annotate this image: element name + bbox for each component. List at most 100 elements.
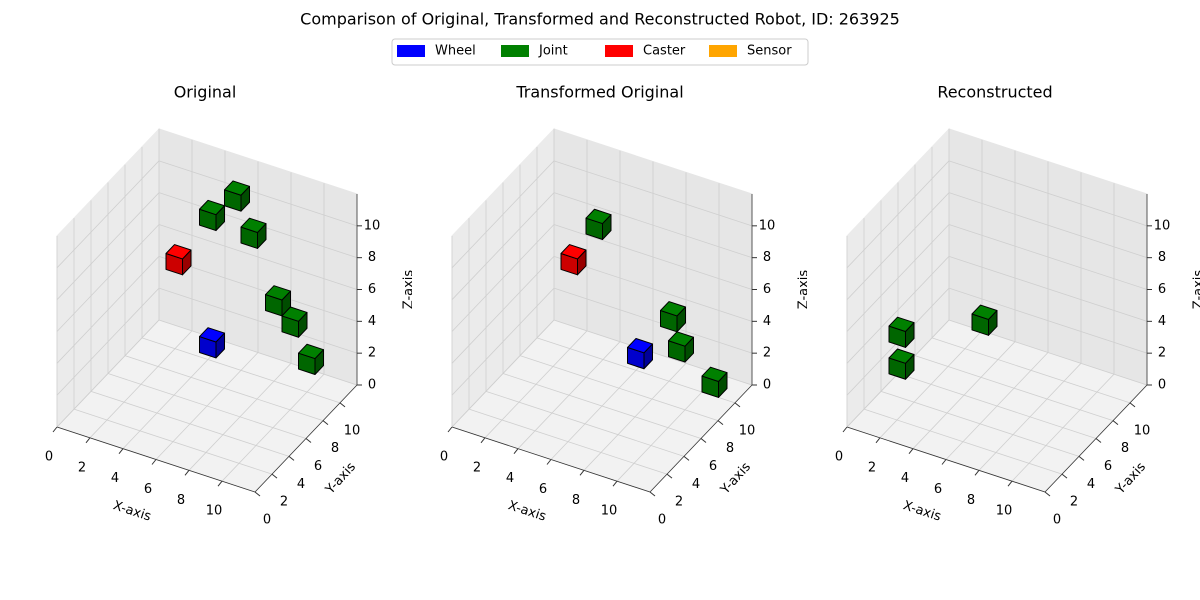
- grid-line: [451, 160, 555, 269]
- x-tick-label: 8: [177, 493, 185, 508]
- y-tick-label: 4: [692, 477, 700, 492]
- tick-mark: [52, 426, 58, 433]
- z-tick-label: 8: [763, 250, 771, 265]
- voxel-top-face: [888, 316, 915, 332]
- tick-mark: [288, 455, 295, 461]
- voxel-top-face: [240, 217, 267, 233]
- grid-line: [846, 192, 950, 300]
- y-tick-label: 0: [1053, 513, 1061, 528]
- grid-line: [846, 160, 950, 269]
- legend-swatch: [605, 45, 633, 57]
- y-tick-label: 6: [1104, 459, 1112, 474]
- legend-label: Caster: [643, 44, 686, 59]
- grid-line: [948, 160, 1148, 227]
- y-tick-label: 6: [709, 459, 717, 474]
- y-tick-label: 10: [739, 423, 756, 438]
- voxel: [240, 217, 267, 249]
- z-tick-label: 4: [368, 314, 376, 329]
- tick-mark: [717, 420, 724, 426]
- voxel: [660, 301, 686, 333]
- x-tick-label: 8: [967, 493, 975, 508]
- grid-line: [56, 256, 160, 364]
- grid-line: [931, 337, 1131, 404]
- grid-line: [502, 373, 702, 439]
- grid-line: [451, 287, 555, 396]
- y-tick-label: 8: [331, 441, 339, 456]
- voxel: [199, 327, 225, 359]
- legend-swatch: [709, 45, 737, 57]
- legend-label: Wheel: [435, 44, 476, 59]
- tick-mark: [579, 470, 585, 476]
- voxel: [165, 244, 192, 276]
- voxel: [560, 244, 587, 276]
- y-tick-label: 2: [675, 495, 683, 510]
- z-tick-label: 8: [1158, 250, 1166, 265]
- tick-mark: [271, 473, 278, 479]
- grid-line: [553, 192, 753, 259]
- voxel: [585, 208, 612, 240]
- grid-line: [948, 192, 1148, 259]
- grid-line: [451, 224, 555, 332]
- voxel-top-face: [298, 343, 324, 360]
- voxel: [199, 199, 225, 232]
- tick-mark: [734, 402, 741, 408]
- grid-line: [846, 224, 950, 332]
- voxel-top-face: [585, 208, 612, 225]
- legend-label: Joint: [538, 44, 568, 59]
- tick-mark: [875, 437, 881, 444]
- grid-line: [158, 255, 358, 322]
- voxel-top-face: [165, 244, 192, 260]
- grid-line: [158, 319, 358, 386]
- y-tick-label: 8: [1121, 441, 1129, 456]
- legend-box: [391, 38, 809, 66]
- grid-line: [553, 160, 753, 227]
- grid-line: [897, 373, 1097, 439]
- voxel: [265, 285, 291, 317]
- z-axis-label: Z-axis: [402, 270, 417, 310]
- grid-line: [158, 160, 358, 227]
- grid-line: [56, 160, 160, 269]
- z-axis-label: Z-axis: [1192, 270, 1200, 310]
- tick-mark: [612, 480, 618, 487]
- y-tick-label: 2: [280, 495, 288, 510]
- grid-line: [863, 408, 1063, 475]
- z-tick-label: 6: [763, 282, 771, 297]
- axis-line: [254, 384, 358, 493]
- grid-line: [468, 408, 668, 475]
- panel: Original024681002468100246810X-axisY-axi…: [45, 83, 417, 528]
- tick-mark: [513, 448, 519, 454]
- grid-line: [451, 319, 555, 428]
- axis-line: [451, 426, 651, 493]
- z-tick-label: 0: [1158, 378, 1166, 393]
- y-tick-label: 0: [658, 513, 666, 528]
- tick-mark: [1061, 473, 1068, 479]
- voxel-top-face: [701, 366, 728, 382]
- x-tick-label: 10: [601, 504, 618, 519]
- x-tick-label: 6: [144, 482, 152, 497]
- tick-mark: [1112, 420, 1119, 426]
- tick-mark: [254, 491, 261, 497]
- tick-mark: [842, 426, 848, 433]
- voxel-top-face: [660, 301, 686, 317]
- x-tick-label: 4: [901, 471, 909, 486]
- z-axis-label: Z-axis: [797, 270, 812, 310]
- voxel: [627, 338, 653, 370]
- tick-mark: [217, 480, 223, 487]
- axis-line: [649, 384, 753, 493]
- grid-line: [485, 390, 685, 457]
- x-tick-label: 10: [996, 504, 1013, 519]
- grid-line: [519, 355, 719, 422]
- grid-line: [553, 255, 753, 322]
- panel-title: Reconstructed: [937, 83, 1052, 102]
- grid-line: [141, 337, 341, 404]
- z-tick-label: 6: [368, 282, 376, 297]
- voxel-top-face: [668, 331, 694, 347]
- axis-line: [56, 426, 256, 493]
- grid-line: [451, 256, 555, 364]
- x-tick-label: 2: [473, 460, 481, 475]
- tick-mark: [322, 420, 329, 426]
- z-tick-label: 4: [1158, 314, 1166, 329]
- voxel: [888, 348, 915, 380]
- x-tick-label: 2: [868, 460, 876, 475]
